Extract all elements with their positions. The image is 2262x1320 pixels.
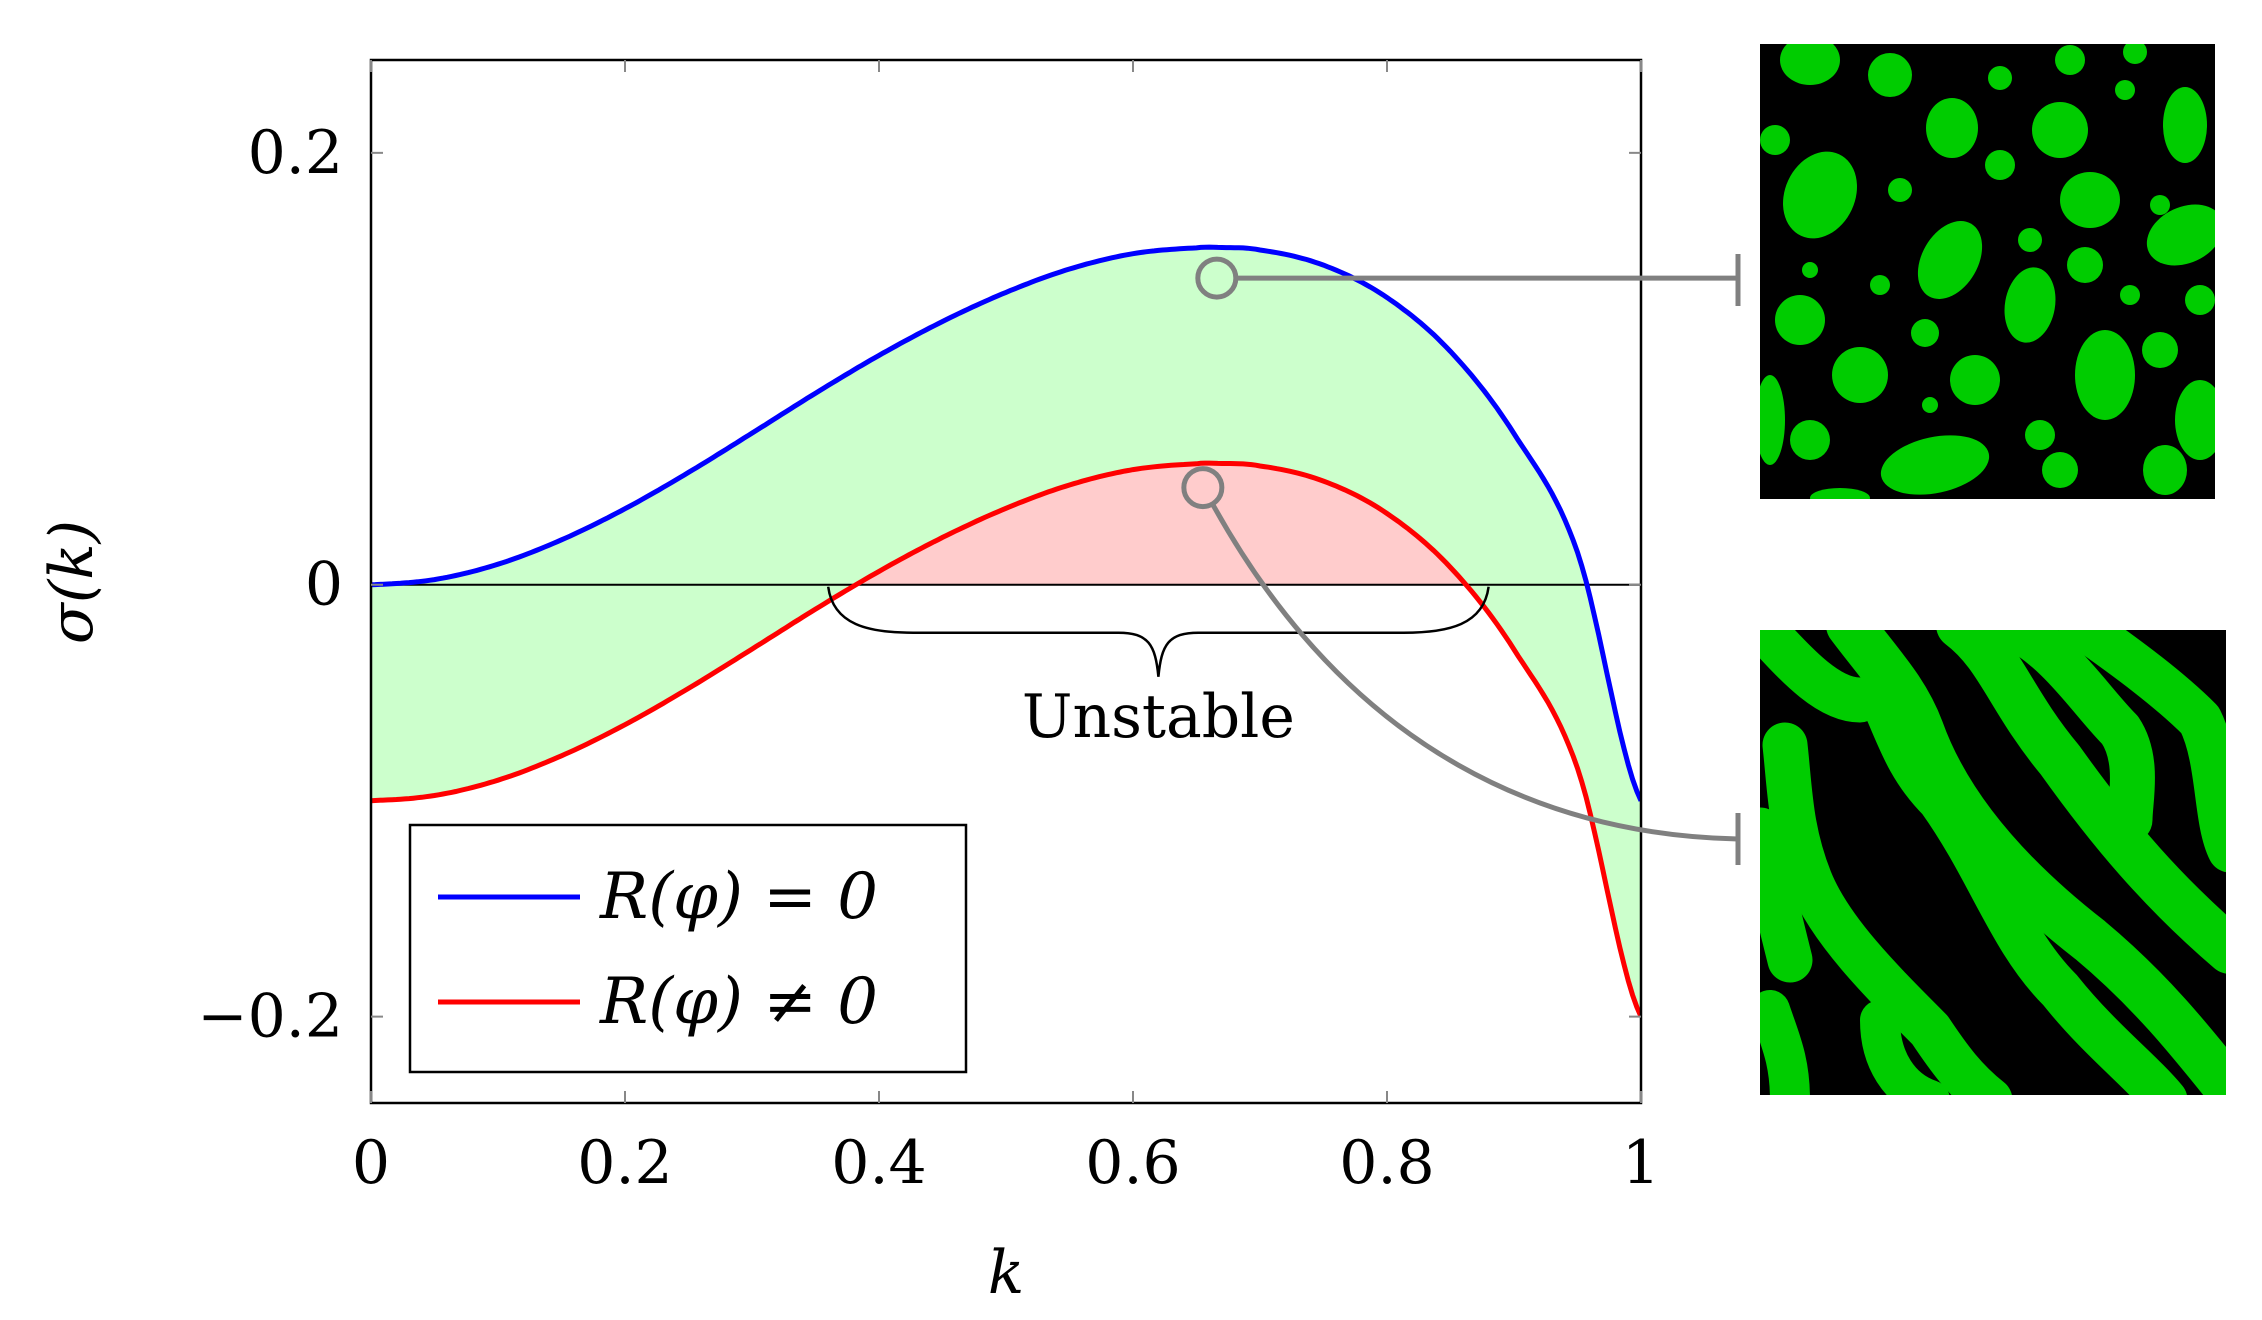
x-axis-label: k (988, 1238, 1024, 1308)
ticks-layer (370, 60, 1642, 1103)
x-tick-label: 0 (352, 1128, 390, 1198)
connector-stripes (1210, 503, 1739, 842)
marker-circle-spots (1195, 256, 1239, 300)
x-tick-label: 0.2 (577, 1128, 672, 1198)
legend-box (408, 823, 968, 1074)
series-line-blue (371, 244, 1641, 802)
x-tick-label: 1 (1622, 1128, 1660, 1198)
marker-circle-stripes (1181, 466, 1225, 510)
stripes (1760, 630, 2226, 1095)
x-tick-label: 0.8 (1339, 1128, 1434, 1198)
spots-background (1760, 44, 2215, 499)
spots (1760, 44, 2215, 499)
y-tick-label: 0.2 (248, 118, 343, 188)
series-line-red (371, 460, 1641, 1018)
stripes-pattern-inset (1760, 630, 2226, 1095)
x-tick-label: 0.4 (831, 1128, 926, 1198)
legend-label-blue: R(φ) = 0 (599, 860, 878, 934)
y-axis-label: σ(k) (37, 520, 107, 644)
x-tick-label: 0.6 (1085, 1128, 1180, 1198)
y-tick-label: 0 (305, 550, 343, 620)
spots-pattern-inset (1760, 44, 2215, 499)
y-tick-label: −0.2 (197, 982, 343, 1052)
unstable-region-fill (828, 463, 1489, 585)
legend-label-red: R(φ) ≠ 0 (599, 965, 878, 1039)
plot-frame (369, 58, 1643, 1105)
legend: R(φ) = 0 R(φ) ≠ 0 (408, 823, 968, 1074)
tick-labels-layer: 0 0.2 0.4 0.6 0.8 1 −0.2 0 0.2 (197, 118, 1660, 1198)
curves-layer (371, 244, 1641, 1018)
unstable-label: Unstable (1022, 682, 1295, 752)
between-curves-fill (371, 247, 1641, 1017)
unstable-brace (826, 586, 1490, 677)
fill-layer (371, 247, 1641, 1017)
